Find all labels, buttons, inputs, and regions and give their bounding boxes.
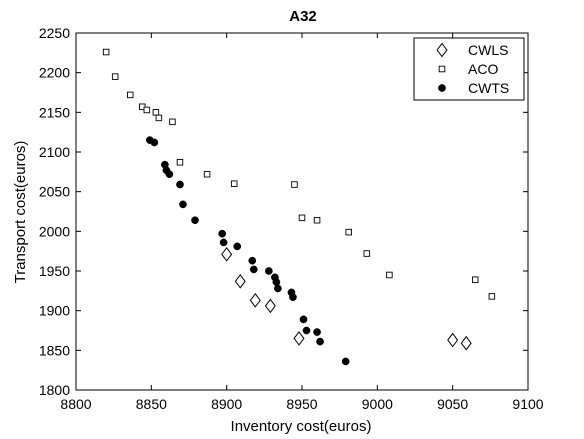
cwls-point (447, 332, 459, 348)
aco-point (111, 73, 119, 80)
cwts-point (249, 265, 258, 274)
x-tick-label: 8800 (60, 396, 91, 412)
aco-point (126, 91, 134, 99)
y-tick-label: 2250 (39, 25, 70, 41)
aco-point (176, 159, 184, 166)
cwts-point (274, 284, 282, 293)
cwts-point (313, 328, 321, 336)
x-tick-label: 9000 (362, 396, 393, 412)
cwts-point (176, 180, 184, 189)
aco-point (152, 109, 160, 116)
legend-label-cwls: CWLS (468, 42, 508, 58)
aco-point (102, 48, 110, 56)
y-tick-label: 1950 (39, 263, 70, 279)
cwls-point (249, 293, 261, 308)
cwts-point (289, 293, 297, 302)
x-axis-title: Inventory cost(euros) (231, 418, 372, 435)
x-tick-label: 8850 (136, 396, 167, 412)
series-cwls (221, 247, 472, 351)
chart-title: A32 (289, 8, 317, 25)
aco-point (298, 214, 306, 222)
cwls-point (264, 298, 276, 314)
cwts-point (165, 170, 174, 179)
y-tick-label: 1800 (39, 382, 70, 398)
x-tick-label: 9100 (512, 396, 543, 412)
y-tick-label: 1850 (39, 342, 70, 358)
y-tick-label: 2200 (39, 65, 70, 81)
y-tick-label: 2050 (39, 184, 70, 200)
legend-marker-aco (438, 65, 446, 73)
y-tick-label: 2150 (39, 104, 70, 120)
aco-point (386, 271, 393, 279)
x-axis-ticks: 8800 8850 8900 8950 9000 9050 9100 (60, 33, 544, 412)
cwts-point (218, 229, 226, 238)
aco-point (143, 106, 151, 114)
legend-label-cwts: CWTS (468, 80, 509, 96)
cwts-point (233, 242, 242, 251)
aco-point (472, 276, 479, 283)
x-tick-label: 8900 (211, 396, 242, 412)
cwts-point (265, 267, 273, 275)
legend-marker-cwts (438, 84, 446, 92)
aco-point (155, 114, 163, 122)
aco-point (313, 216, 321, 224)
series-cwts (145, 136, 350, 366)
legend-label-aco: ACO (468, 61, 498, 77)
legend-marker-cwls (436, 42, 448, 58)
aco-point (203, 170, 211, 178)
aco-point (363, 250, 371, 257)
aco-point (488, 293, 496, 300)
data-points (102, 48, 496, 366)
cwts-point (299, 315, 308, 324)
x-tick-label: 8950 (286, 396, 317, 412)
cwts-point (316, 337, 324, 346)
cwts-point (248, 256, 257, 265)
cwts-point (150, 138, 159, 147)
legend-box (413, 37, 525, 101)
y-tick-label: 2000 (39, 223, 70, 239)
cwls-point (234, 273, 246, 289)
y-tick-label: 1900 (39, 303, 70, 319)
cwls-point (293, 331, 305, 346)
cwts-point (219, 238, 228, 247)
cwts-point (272, 278, 281, 286)
cwls-point (221, 247, 233, 262)
y-tick-label: 2100 (39, 144, 70, 160)
x-tick-label: 9050 (437, 396, 468, 412)
aco-point (291, 181, 298, 188)
series-aco (102, 48, 496, 300)
aco-point (230, 180, 238, 187)
legend: CWLS ACO CWTS (413, 37, 525, 101)
aco-point (169, 118, 176, 126)
y-axis-title: Transport cost(euros) (12, 141, 29, 284)
cwts-point (191, 216, 199, 225)
cwts-point (179, 200, 187, 209)
cwts-point (302, 326, 311, 335)
aco-point (345, 228, 352, 236)
cwts-point (341, 357, 350, 366)
cwls-point (460, 335, 472, 351)
y-axis-ticks: 1800 1850 1900 1950 2000 2050 2100 2150 2200 2250 (39, 25, 528, 398)
